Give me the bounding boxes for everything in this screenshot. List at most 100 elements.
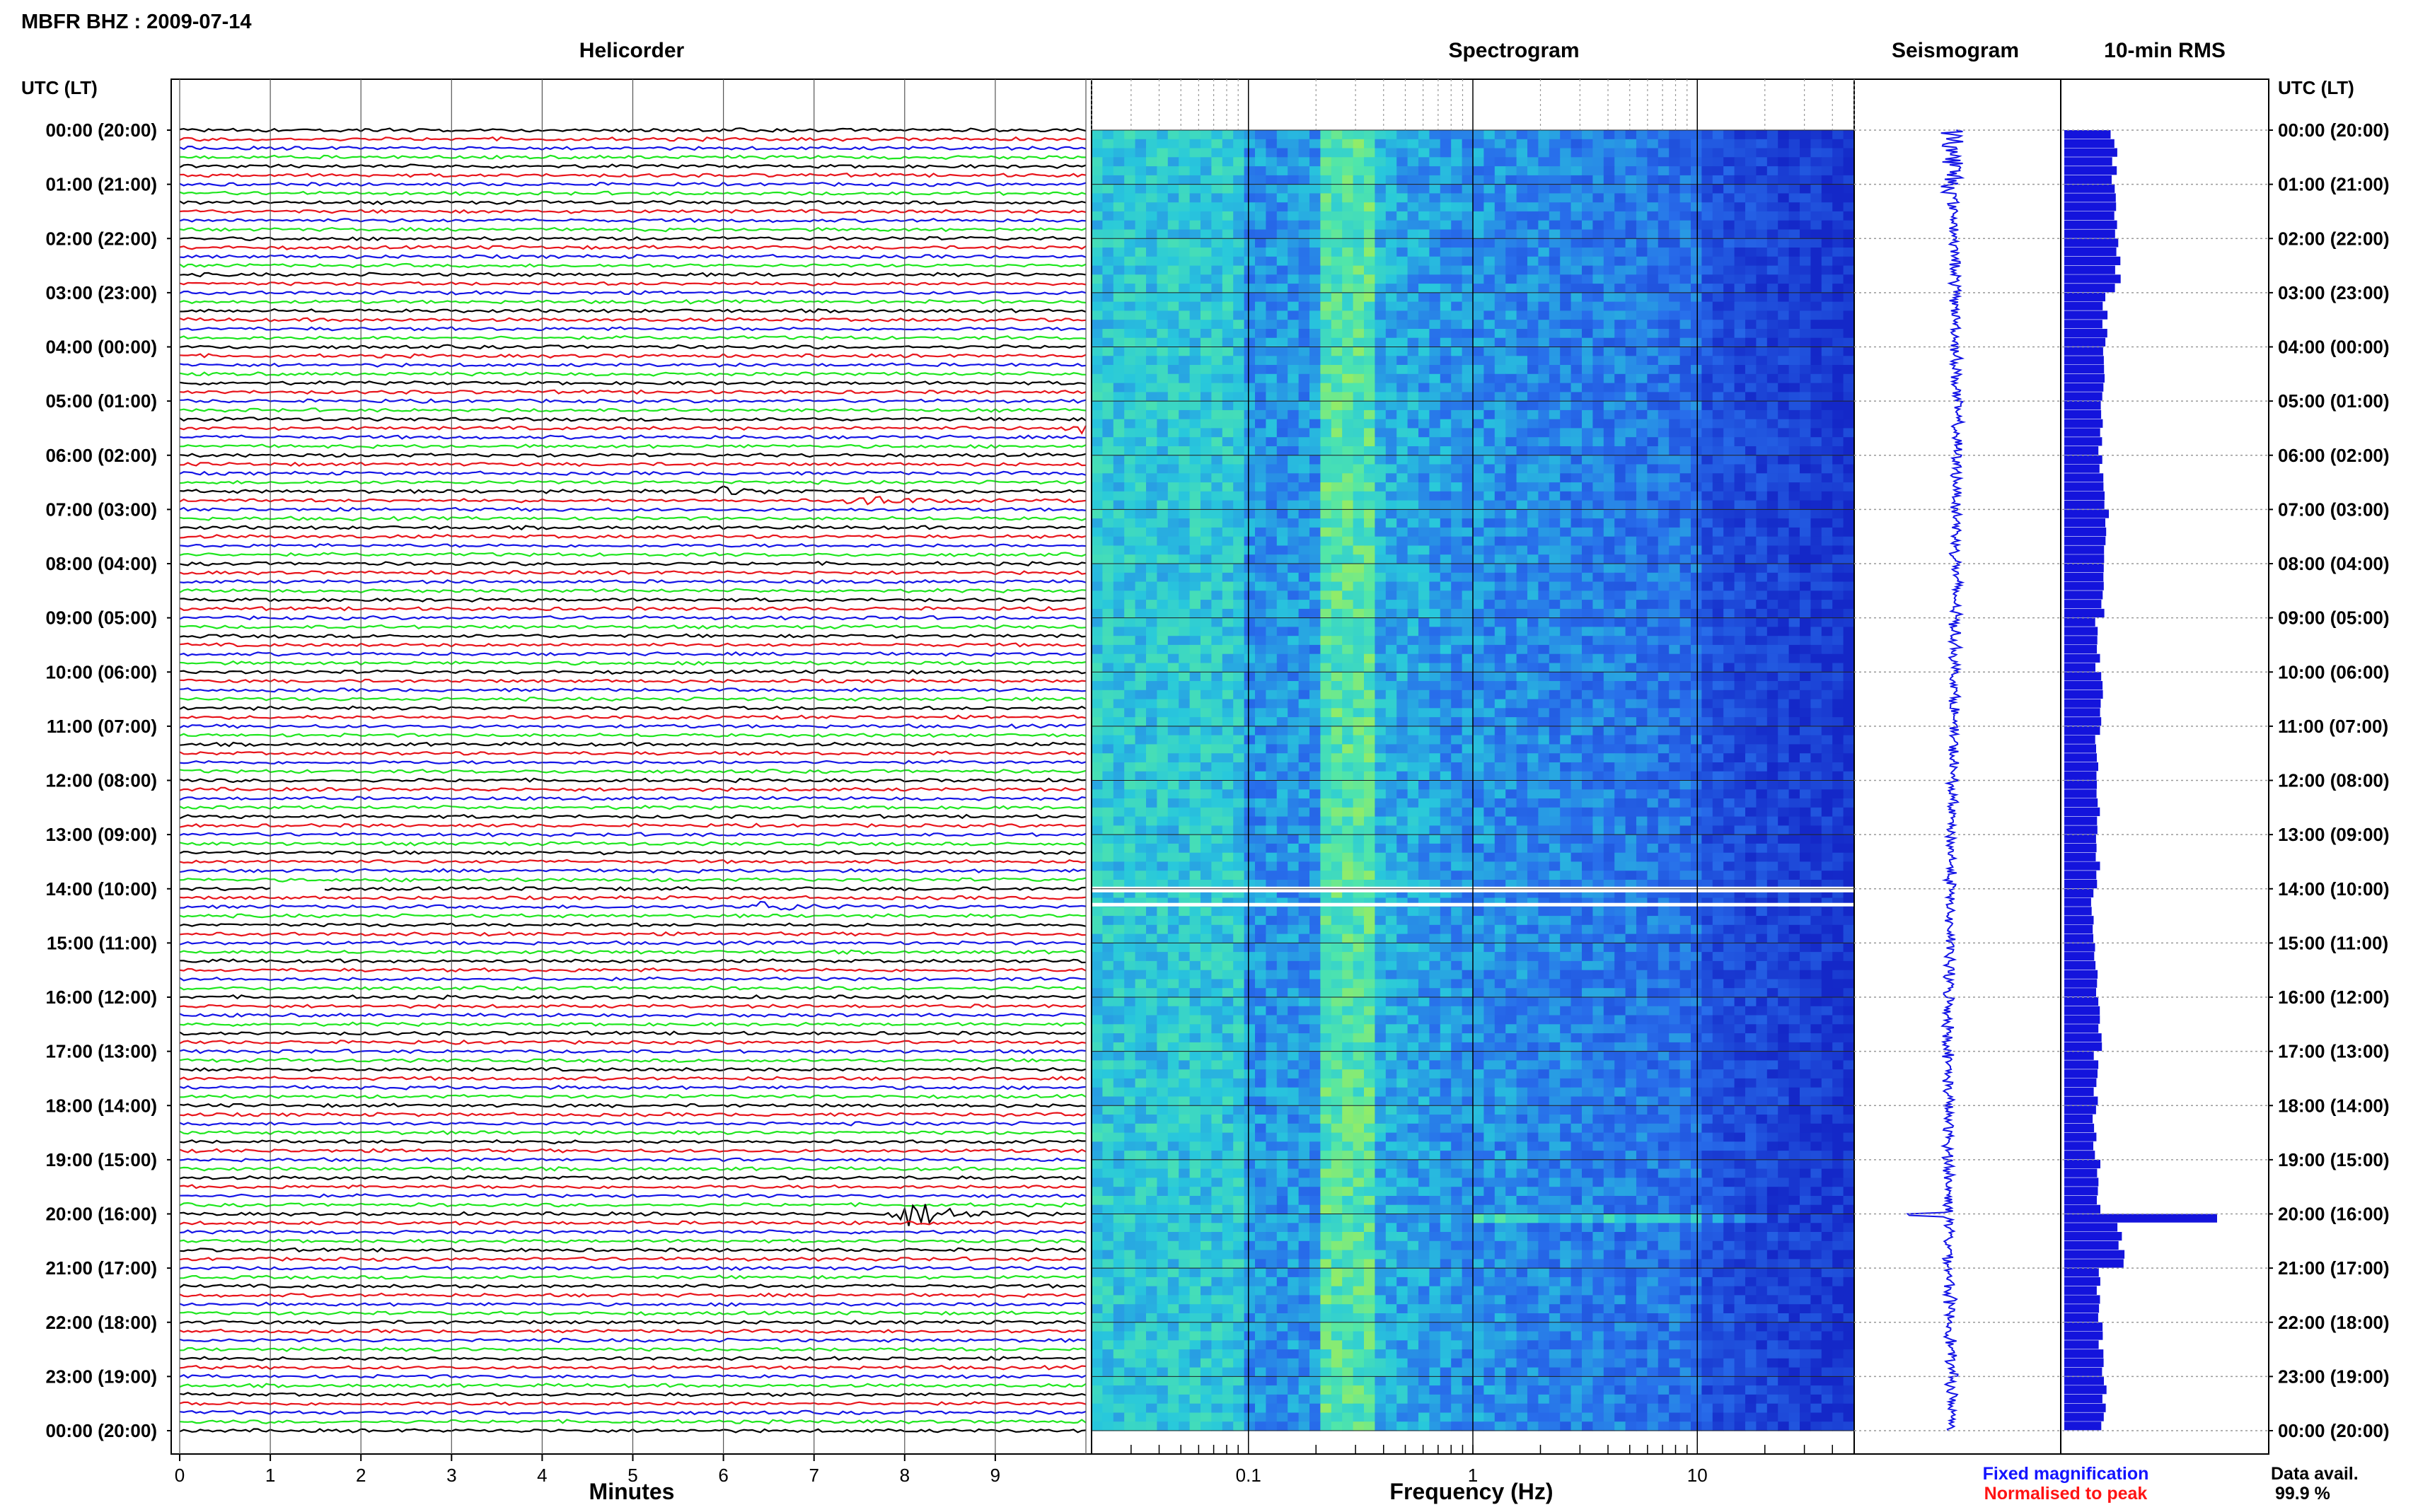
rms-bar [2064,409,2102,419]
rms-bar [2064,644,2098,654]
rms-bar [2064,329,2107,338]
rms-bar [2064,852,2096,861]
rms-bar [2064,130,2111,139]
hour-label-right: 05:00 (01:00) [2278,390,2390,412]
hour-label-left: 11:00 (07:00) [47,716,157,737]
rms-bar [2064,1132,2097,1141]
rms-bar [2064,1421,2102,1431]
rms-bar [2064,708,2100,717]
hour-label-left: 14:00 (10:00) [45,878,157,900]
rms-bar [2064,1033,2102,1042]
rms-bar [2064,970,2098,979]
minutes-axis-label: Minutes [589,1479,675,1504]
data-availability-label: Data avail. [2271,1464,2359,1484]
hour-label-right: 21:00 (17:00) [2278,1257,2390,1279]
hour-label-left: 07:00 (03:00) [45,499,157,520]
rms-bar [2064,1403,2106,1412]
rms-bar [2064,166,2117,175]
hour-label-right: 16:00 (12:00) [2278,987,2390,1008]
minutes-tick-label: 0 [175,1465,185,1486]
rms-bar [2064,248,2117,257]
rms-bar [2064,600,2102,609]
hour-label-right: 01:00 (21:00) [2278,174,2390,195]
rms-bar [2064,202,2117,211]
rms-bar [2064,762,2098,772]
helicorder-title: Helicorder [579,39,685,62]
minutes-tick-label: 4 [537,1465,547,1486]
rms-bar [2064,464,2100,473]
rms-bar [2064,500,2105,509]
rms-bar [2064,446,2099,455]
rms-bar [2064,653,2100,663]
minutes-tick-label: 2 [356,1465,366,1486]
hour-label-left: 00:00 (20:00) [45,120,157,141]
rms-bar [2064,518,2105,528]
hour-label-right: 03:00 (23:00) [2278,282,2390,303]
rms-bar [2064,663,2095,672]
rms-bar [2064,907,2092,916]
seismogram-title: Seismogram [1892,39,2019,62]
rms-bar [2064,193,2116,202]
rms-bar [2064,1078,2097,1088]
rms-bar [2064,1367,2102,1376]
rms-bar [2064,1115,2093,1124]
rms-bar [2064,1196,2097,1205]
rms-bar [2064,726,2100,735]
rms-bar [2064,1394,2102,1404]
hour-label-left: 08:00 (04:00) [45,553,157,574]
rms-bar [2064,1277,2100,1286]
rms-bar [2064,798,2098,808]
rms-bar [2064,1096,2098,1105]
rms-bar [2064,834,2096,844]
rms-bar [2064,952,2095,961]
rms-bar [2064,491,2105,500]
hour-label-left: 16:00 (12:00) [45,987,157,1008]
spectrogram-title: Spectrogram [1448,39,1579,62]
rms-bar [2064,1331,2103,1340]
rms-bar [2064,1259,2124,1268]
rms-bar [2064,455,2102,464]
rms-bar [2064,1177,2099,1187]
rms-panel [2064,130,2217,1431]
rms-bar [2064,1232,2122,1241]
hour-label-right: 04:00 (00:00) [2278,337,2390,358]
rms-bar [2064,383,2104,392]
rms-bar [2064,1105,2096,1115]
legend-normalised-to-peak: Normalised to peak [1984,1484,2148,1504]
rms-bar [2064,871,2097,880]
rms-bar [2064,1214,2217,1223]
minutes-tick-label: 6 [718,1465,728,1486]
hour-label-left: 19:00 (15:00) [45,1149,157,1170]
minutes-tick-label: 1 [265,1465,275,1486]
rms-bar [2064,1006,2100,1015]
rms-bar [2064,617,2095,627]
rms-bar [2064,401,2101,410]
hour-label-right: 22:00 (18:00) [2278,1312,2390,1333]
minutes-tick-label: 5 [627,1465,637,1486]
rms-bar [2064,735,2095,744]
hour-label-left: 20:00 (16:00) [45,1204,157,1225]
rms-bar [2064,1087,2094,1096]
rms-bar [2064,1204,2100,1214]
rms-bar [2064,509,2109,518]
rms-bar [2064,1141,2093,1151]
rms-bar [2064,960,2096,970]
rms-bar [2064,771,2097,780]
rms-bar [2064,437,2102,446]
hour-label-right: 00:00 (20:00) [2278,1420,2390,1441]
rms-bar [2064,428,2100,437]
hour-label-left: 12:00 (08:00) [45,770,157,791]
rms-bar [2064,1385,2107,1395]
left-axis-title: UTC (LT) [21,77,98,98]
hour-label-left: 05:00 (01:00) [45,390,157,412]
rms-bar [2064,554,2105,564]
rms-bar [2064,1349,2104,1359]
rms-bar [2064,545,2105,554]
rms-bar [2064,1322,2103,1331]
hour-label-right: 14:00 (10:00) [2278,878,2390,900]
hour-label-left: 02:00 (22:00) [45,228,157,249]
rms-bar [2064,591,2103,600]
rms-bar [2064,482,2104,492]
hour-label-left: 22:00 (18:00) [45,1312,157,1333]
rms-bar [2064,924,2093,934]
